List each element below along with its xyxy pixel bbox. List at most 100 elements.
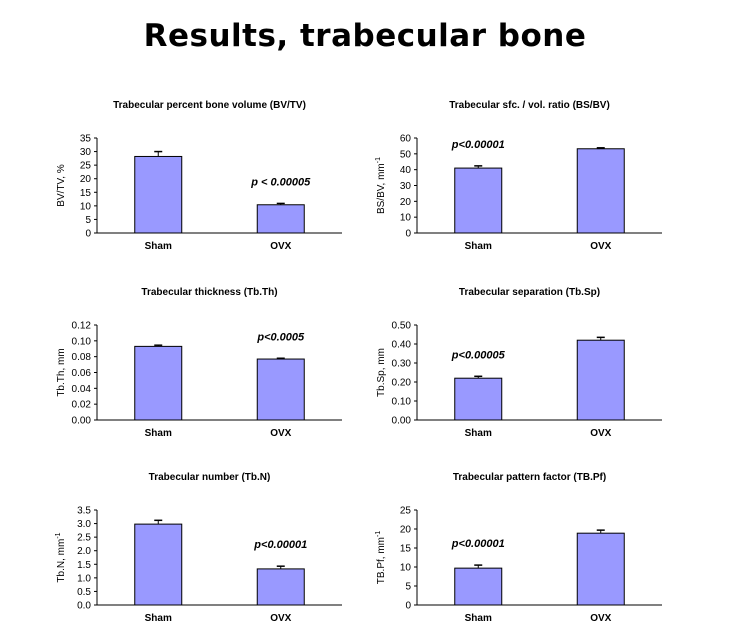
y-tick-label: 1.5 — [77, 560, 91, 571]
y-tick-label: 60 — [400, 134, 412, 145]
y-tick-label: 10 — [400, 213, 412, 224]
chart-trabecular-thickness: Trabecular thickness (Tb.Th) 0.00 0.02 0.04… — [52, 283, 352, 453]
y-tick-label: 0.30 — [392, 359, 412, 370]
y-tick-label: 0 — [405, 229, 411, 240]
y-tick-label: 0.50 — [392, 321, 412, 332]
x-category-label: Sham — [465, 241, 492, 252]
bar-sham — [454, 567, 503, 606]
y-axis-label-superscript: -1 — [375, 157, 382, 163]
y-tick-label: 25 — [80, 161, 92, 172]
bar-ovx — [576, 339, 625, 421]
x-category-label: OVX — [270, 428, 291, 439]
bar-sham — [134, 523, 183, 606]
bar-ovx — [256, 568, 305, 606]
bar-ovx — [576, 532, 625, 606]
chart-title: Trabecular separation (Tb.Sp) — [459, 287, 600, 298]
chart-surface-volume-ratio: Trabecular sfc. / vol. ratio (BS/BV) 0 10 2… — [372, 96, 672, 266]
y-axis-label-text: Tb.N, mm — [56, 539, 67, 583]
y-tick-label: 20 — [400, 525, 412, 536]
y-tick-label: 2.5 — [77, 533, 91, 544]
y-tick-label: 0.0 — [77, 601, 91, 612]
bar-ovx — [256, 358, 305, 421]
y-tick-label: 20 — [80, 174, 92, 185]
bar-sham — [454, 377, 503, 421]
y-tick-label: 0.02 — [72, 400, 92, 411]
y-tick-label: 20 — [400, 197, 412, 208]
bar-sham — [134, 155, 183, 234]
y-tick-label: 15 — [400, 544, 412, 555]
x-category-label: Sham — [465, 613, 492, 624]
y-tick-label: 0.20 — [392, 378, 412, 389]
y-tick-label: 0.00 — [392, 416, 412, 427]
chart-bone-volume: Trabecular percent bone volume (BV/TV) 0 5… — [52, 96, 352, 266]
y-axis-label-superscript: -1 — [55, 532, 62, 538]
y-tick-label: 0.5 — [77, 587, 91, 598]
x-category-label: Sham — [145, 428, 172, 439]
y-tick-label: 0.12 — [72, 321, 92, 332]
y-tick-label: 15 — [80, 188, 92, 199]
x-category-label: OVX — [590, 428, 611, 439]
x-category-label: OVX — [590, 241, 611, 252]
y-tick-label: 0.10 — [392, 397, 412, 408]
chart-title: Trabecular pattern factor (TB.Pf) — [453, 472, 606, 483]
y-axis-label: Tb.N, mm-1 — [55, 532, 67, 582]
significance-annotation: p<0.00001 — [451, 139, 505, 151]
bar-ovx — [256, 204, 305, 234]
y-axis-label-text: TB.Pf, mm — [376, 537, 387, 584]
y-tick-label: 0.04 — [72, 384, 92, 395]
x-category-label: OVX — [270, 613, 291, 624]
y-tick-label: 0.08 — [72, 352, 92, 363]
y-tick-label: 40 — [400, 165, 412, 176]
y-tick-label: 3.0 — [77, 519, 91, 530]
y-tick-label: 5 — [85, 215, 91, 226]
bar-sham — [134, 345, 183, 421]
x-category-label: Sham — [145, 613, 172, 624]
chart-title: Trabecular percent bone volume (BV/TV) — [113, 100, 306, 111]
chart-title: Trabecular thickness (Tb.Th) — [141, 287, 277, 298]
y-tick-label: 25 — [400, 506, 412, 517]
y-tick-label: 0.40 — [392, 340, 412, 351]
x-category-label: OVX — [590, 613, 611, 624]
y-tick-label: 5 — [405, 582, 411, 593]
chart-trabecular-number: Trabecular number (Tb.N) 0.0 0.5 1.0 1.5 2.0 2… — [52, 468, 352, 638]
y-axis-label-superscript: -1 — [375, 531, 382, 537]
y-tick-label: 30 — [80, 147, 92, 158]
y-tick-label: 0 — [405, 601, 411, 612]
y-axis-label: BV/TV, % — [56, 164, 67, 207]
significance-annotation: p<0.00001 — [253, 539, 307, 551]
x-category-label: OVX — [270, 241, 291, 252]
significance-annotation: p<0.00005 — [451, 349, 506, 361]
y-axis-label-text: Tb.Sp, mm — [376, 348, 387, 397]
y-tick-label: 35 — [80, 134, 92, 145]
y-axis-label: TB.Pf, mm-1 — [375, 531, 387, 585]
chart-trabecular-separation: Trabecular separation (Tb.Sp) 0.00 0.10 0.2… — [372, 283, 672, 453]
page-title: Results, trabecular bone — [143, 18, 587, 54]
y-tick-label: 2.0 — [77, 546, 91, 557]
y-tick-label: 0.00 — [72, 416, 92, 427]
y-axis-label-text: Tb.Th, mm — [56, 348, 67, 396]
y-tick-label: 3.5 — [77, 506, 91, 517]
y-axis-label: Tb.Sp, mm — [376, 348, 387, 397]
x-category-label: Sham — [465, 428, 492, 439]
y-tick-label: 0 — [85, 229, 91, 240]
y-tick-label: 10 — [80, 201, 92, 212]
significance-annotation: p < 0.00005 — [250, 176, 311, 188]
y-tick-label: 0.10 — [72, 336, 92, 347]
significance-annotation: p<0.00001 — [451, 538, 505, 550]
y-tick-label: 1.0 — [77, 573, 91, 584]
x-category-label: Sham — [145, 241, 172, 252]
bar-ovx — [576, 148, 625, 234]
y-axis-label: Tb.Th, mm — [56, 348, 67, 396]
y-tick-label: 30 — [400, 181, 412, 192]
y-axis-label-text: BS/BV, mm — [376, 163, 387, 214]
chart-title: Trabecular sfc. / vol. ratio (BS/BV) — [449, 100, 610, 111]
y-axis-label: BS/BV, mm-1 — [375, 157, 387, 214]
y-axis-label-text: BV/TV, % — [56, 164, 67, 207]
chart-title: Trabecular number (Tb.N) — [149, 472, 271, 483]
y-tick-label: 50 — [400, 149, 412, 160]
bar-sham — [454, 167, 503, 234]
significance-annotation: p<0.0005 — [256, 331, 305, 343]
y-tick-label: 10 — [400, 563, 412, 574]
y-tick-label: 0.06 — [72, 368, 92, 379]
chart-pattern-factor: Trabecular pattern factor (TB.Pf) 0 5 10 15 2… — [372, 468, 672, 638]
